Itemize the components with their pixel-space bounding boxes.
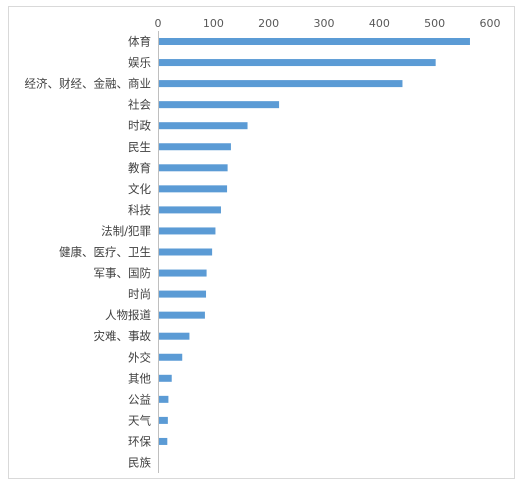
category-label: 民族 <box>128 456 151 470</box>
bar <box>159 164 228 172</box>
bar <box>159 206 221 214</box>
category-label: 时尚 <box>128 287 151 301</box>
bar <box>159 290 207 298</box>
category-label: 文化 <box>128 182 151 196</box>
bar <box>159 227 216 235</box>
x-tick-label: 500 <box>424 17 445 30</box>
bar <box>159 185 228 193</box>
bar <box>159 353 183 361</box>
bar <box>159 122 248 130</box>
bar <box>159 101 280 109</box>
category-labels: 体育娱乐经济、财经、金融、商业社会时政民生教育文化科技法制/犯罪健康、医疗、卫生… <box>25 35 152 470</box>
x-tick-label: 200 <box>258 17 279 30</box>
x-tick-label: 600 <box>480 17 501 30</box>
category-label: 娱乐 <box>128 56 151 70</box>
category-label: 环保 <box>128 434 151 448</box>
category-label: 民生 <box>128 140 151 154</box>
bar <box>159 311 205 319</box>
bar <box>159 59 436 67</box>
category-label: 人物报道 <box>105 308 151 322</box>
category-label: 健康、医疗、卫生 <box>59 245 151 259</box>
bar <box>159 38 470 45</box>
bar <box>159 416 168 424</box>
bars <box>159 38 470 445</box>
category-label: 体育 <box>128 35 151 49</box>
category-label: 时政 <box>128 119 151 133</box>
category-label: 军事、国防 <box>94 266 152 280</box>
category-label: 社会 <box>128 98 151 112</box>
category-label: 经济、财经、金融、商业 <box>25 77 152 91</box>
x-tick-label: 100 <box>203 17 224 30</box>
bar <box>159 374 172 382</box>
x-axis-ticks: 0 100 200 300 400 500 600 <box>155 17 501 30</box>
bar <box>159 269 207 277</box>
category-label: 公益 <box>128 392 151 406</box>
category-label: 教育 <box>128 161 151 175</box>
bar <box>159 248 213 256</box>
x-tick-label: 0 <box>155 17 162 30</box>
bar <box>159 80 403 88</box>
category-label: 其他 <box>128 371 151 385</box>
bar <box>159 395 169 403</box>
x-tick-label: 300 <box>314 17 335 30</box>
x-tick-label: 400 <box>369 17 390 30</box>
bar <box>159 143 231 151</box>
category-label: 天气 <box>128 413 151 427</box>
category-label: 外交 <box>128 350 151 364</box>
category-label: 法制/犯罪 <box>101 224 151 238</box>
bar <box>159 332 190 340</box>
category-label: 灾难、事故 <box>94 329 152 343</box>
bar <box>159 437 168 445</box>
category-label: 科技 <box>128 203 151 217</box>
